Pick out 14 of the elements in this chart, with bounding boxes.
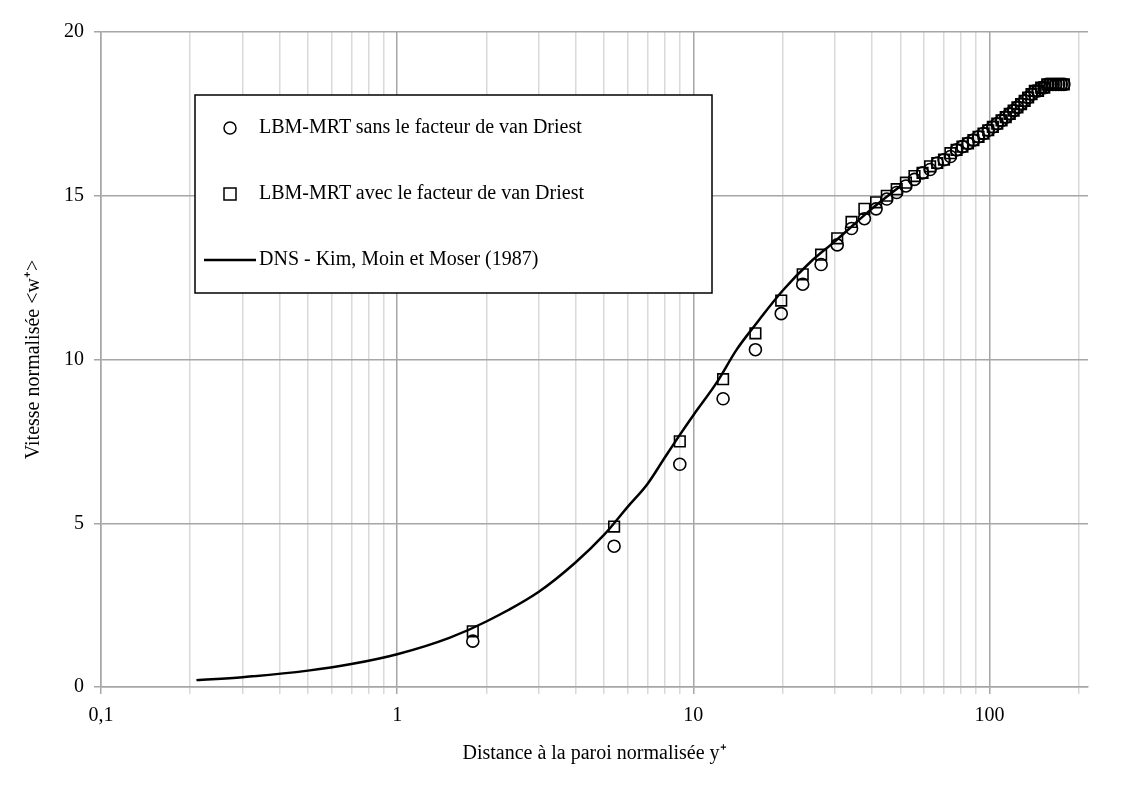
legend-label: LBM-MRT sans le facteur de van Driest: [259, 115, 583, 138]
x-tick-label: 100: [974, 703, 1005, 726]
y-tick-label: 0: [74, 674, 84, 697]
y-tick-label: 15: [64, 183, 84, 205]
legend-label: DNS - Kim, Moin et Moser (1987): [259, 247, 539, 271]
x-tick-label: 0,1: [88, 703, 114, 726]
y-axis-title: Vitesse normalisée <w⁺>: [21, 259, 44, 460]
y-tick-label: 20: [64, 19, 84, 42]
y-tick-label: 10: [64, 346, 84, 369]
y-tick-label: 5: [74, 510, 84, 533]
x-tick-label: 10: [683, 703, 704, 726]
legend-label: LBM-MRT avec le facteur de van Driest: [259, 181, 585, 204]
x-axis-title: Distance à la paroi normalisée y⁺: [462, 741, 727, 765]
x-tick-label: 1: [392, 703, 403, 726]
